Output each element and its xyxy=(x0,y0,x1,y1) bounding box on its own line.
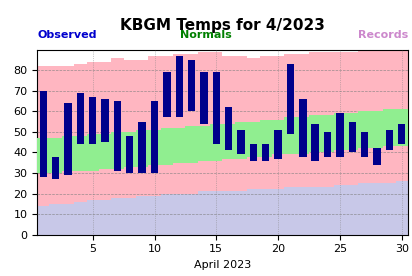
Bar xyxy=(200,72,208,124)
Bar xyxy=(336,113,344,156)
Bar xyxy=(163,72,171,118)
Bar xyxy=(262,144,269,161)
Bar xyxy=(361,132,368,156)
Bar xyxy=(64,103,72,175)
Bar xyxy=(101,99,109,142)
Bar xyxy=(114,101,121,171)
Bar xyxy=(237,130,245,155)
Bar xyxy=(225,107,232,150)
Bar xyxy=(398,124,405,144)
Bar xyxy=(89,97,96,144)
Bar xyxy=(188,60,195,111)
Bar xyxy=(349,122,356,152)
Text: Observed: Observed xyxy=(37,30,96,39)
Bar xyxy=(151,101,158,173)
Bar xyxy=(386,130,393,150)
Bar xyxy=(373,148,381,165)
Bar xyxy=(40,91,47,177)
Bar xyxy=(311,124,319,161)
Bar xyxy=(299,99,307,156)
Bar xyxy=(77,93,84,144)
Bar xyxy=(250,144,257,161)
Bar xyxy=(176,56,183,118)
Bar xyxy=(274,130,282,159)
Bar xyxy=(126,136,133,173)
Bar xyxy=(324,132,331,156)
Title: KBGM Temps for 4/2023: KBGM Temps for 4/2023 xyxy=(120,18,325,33)
Bar xyxy=(213,72,220,144)
Text: Records: Records xyxy=(358,30,408,39)
Text: Normals: Normals xyxy=(180,30,232,39)
Bar xyxy=(52,156,59,179)
Bar xyxy=(287,64,294,134)
Bar xyxy=(138,122,146,173)
X-axis label: April 2023: April 2023 xyxy=(194,260,251,270)
